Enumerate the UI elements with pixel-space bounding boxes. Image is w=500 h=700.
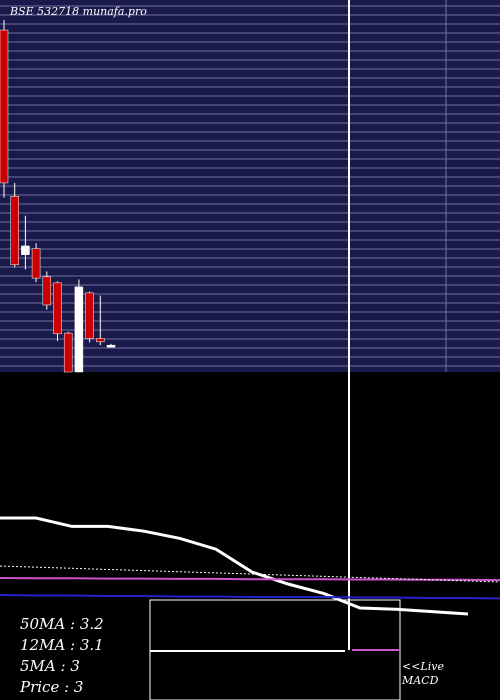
stat-5ma: 5MA : 3	[20, 657, 80, 675]
candle-body	[63, 332, 73, 373]
candle-body	[106, 344, 116, 348]
live-label: <<Live	[402, 660, 444, 673]
candle-body	[31, 248, 41, 279]
macd-label: MACD	[401, 674, 439, 687]
stat-50ma: 50MA : 3.2	[20, 615, 104, 633]
histogram-dashed-line	[0, 565, 500, 583]
chart-title: BSE 532718 munafa.pro	[9, 5, 147, 18]
candle-body	[21, 245, 30, 255]
signal-line-blue	[0, 594, 500, 600]
candle-body	[42, 276, 52, 306]
candle-body	[10, 196, 19, 265]
macd-panel	[0, 516, 500, 616]
candle-body	[96, 338, 105, 343]
candle-body	[85, 292, 94, 339]
candles	[0, 20, 116, 373]
stat-12ma: 12MA : 3.1	[20, 636, 104, 654]
stat-price: Price : 3	[19, 678, 83, 696]
price-grid	[0, 0, 500, 372]
macd-line	[0, 516, 469, 616]
candle-body	[53, 282, 62, 335]
candle-body	[74, 286, 84, 373]
candle-body	[0, 29, 9, 184]
stats-block: 50MA : 3.2 12MA : 3.1 5MA : 3 Price : 3	[19, 615, 104, 696]
